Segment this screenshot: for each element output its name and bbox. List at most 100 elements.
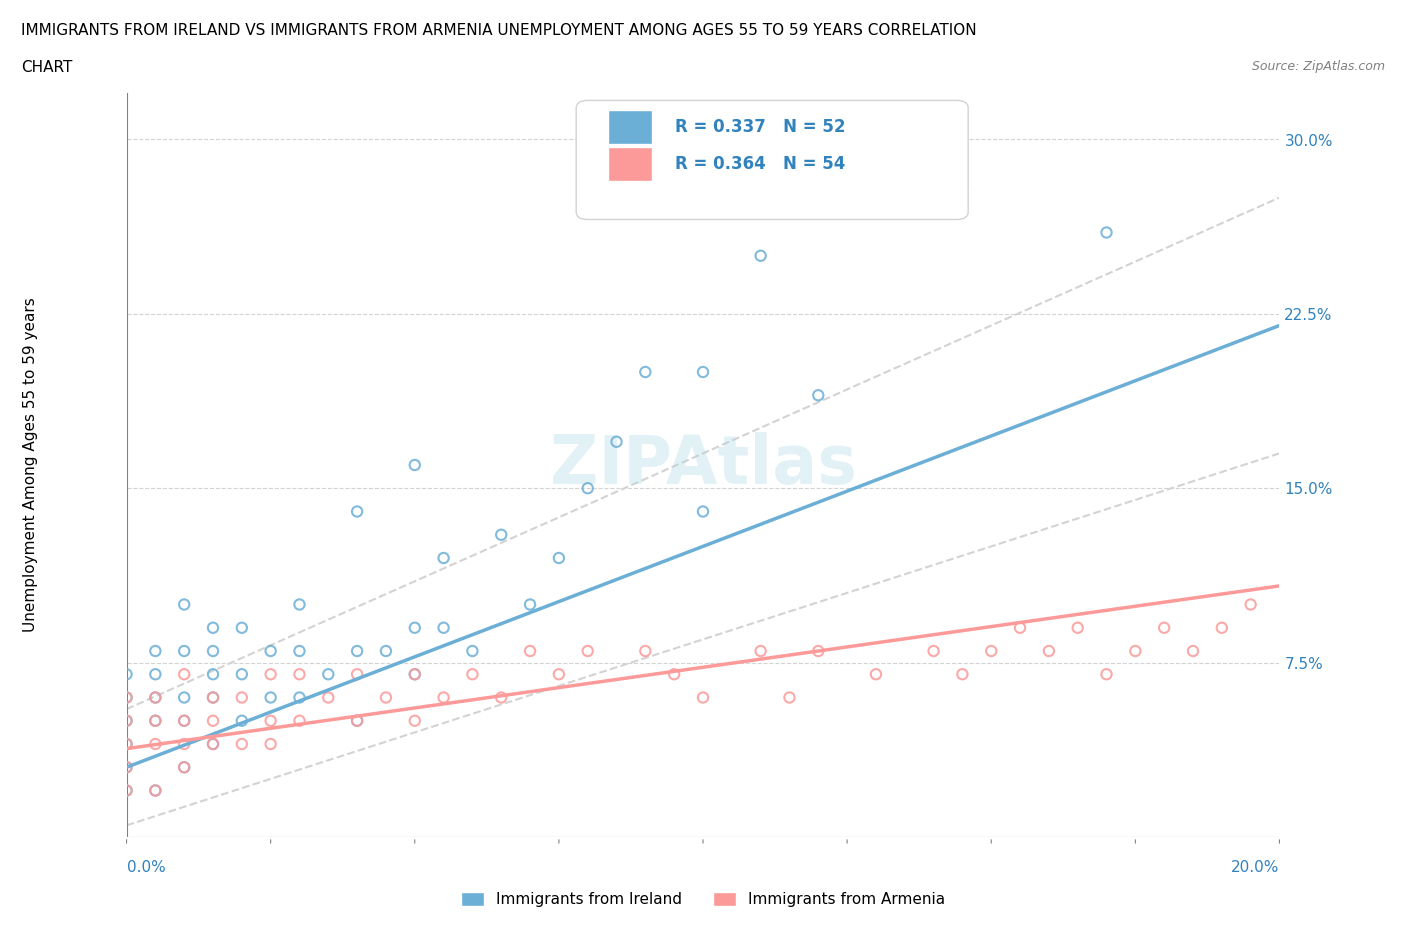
Point (346, 713, 368, 728)
Point (461, 644, 484, 658)
Text: 0.0%: 0.0% (127, 860, 166, 875)
Point (779, 690, 801, 705)
Point (259, 667, 281, 682)
Text: ZIPAtlas: ZIPAtlas (550, 432, 856, 498)
Point (922, 644, 945, 658)
Text: R = 0.337   N = 52: R = 0.337 N = 52 (675, 117, 846, 136)
Point (664, 667, 686, 682)
Point (980, 644, 1002, 658)
Point (634, 365, 657, 379)
Point (1095, 667, 1118, 682)
Point (374, 690, 398, 705)
Point (115, 737, 138, 751)
Point (173, 760, 195, 775)
Point (259, 737, 281, 751)
Point (1181, 644, 1204, 658)
Point (202, 737, 225, 751)
Point (749, 644, 772, 658)
Point (231, 713, 253, 728)
Point (288, 667, 311, 682)
Point (346, 713, 368, 728)
Point (145, 644, 166, 658)
Legend: Immigrants from Ireland, Immigrants from Armenia: Immigrants from Ireland, Immigrants from… (456, 885, 950, 913)
Point (346, 504, 368, 519)
Point (115, 783, 138, 798)
Point (231, 620, 253, 635)
Point (259, 644, 281, 658)
Point (115, 690, 138, 705)
Point (634, 644, 657, 658)
FancyBboxPatch shape (576, 100, 969, 219)
Point (692, 690, 714, 705)
Bar (609, 147, 652, 180)
Point (145, 783, 166, 798)
Text: CHART: CHART (21, 60, 73, 75)
Point (173, 644, 195, 658)
Point (145, 690, 166, 705)
Point (1095, 225, 1118, 240)
Point (173, 690, 195, 705)
Point (173, 713, 195, 728)
Point (173, 597, 195, 612)
Point (1211, 620, 1233, 635)
Text: R = 0.364   N = 54: R = 0.364 N = 54 (675, 154, 845, 173)
Point (404, 667, 426, 682)
Point (288, 690, 311, 705)
Point (115, 760, 138, 775)
Point (461, 667, 484, 682)
Point (404, 620, 426, 635)
Point (519, 644, 541, 658)
Point (519, 597, 541, 612)
Point (865, 667, 887, 682)
Point (202, 737, 225, 751)
Point (346, 667, 368, 682)
Point (489, 690, 512, 705)
Point (145, 713, 166, 728)
Text: Source: ZipAtlas.com: Source: ZipAtlas.com (1251, 60, 1385, 73)
Text: Unemployment Among Ages 55 to 59 years: Unemployment Among Ages 55 to 59 years (24, 298, 38, 632)
Point (115, 667, 138, 682)
Point (692, 365, 714, 379)
Point (1038, 644, 1060, 658)
Point (807, 388, 830, 403)
Point (548, 551, 571, 565)
Point (231, 667, 253, 682)
Point (173, 713, 195, 728)
Point (433, 690, 456, 705)
Point (1008, 620, 1031, 635)
Point (749, 248, 772, 263)
Point (318, 690, 340, 705)
Point (115, 713, 138, 728)
Point (202, 690, 225, 705)
Point (173, 667, 195, 682)
Point (145, 667, 166, 682)
Point (202, 713, 225, 728)
Point (1067, 620, 1090, 635)
Point (202, 620, 225, 635)
Point (374, 644, 398, 658)
Text: IMMIGRANTS FROM IRELAND VS IMMIGRANTS FROM ARMENIA UNEMPLOYMENT AMONG AGES 55 TO: IMMIGRANTS FROM IRELAND VS IMMIGRANTS FR… (21, 23, 977, 38)
Point (202, 690, 225, 705)
Point (231, 690, 253, 705)
Point (605, 434, 627, 449)
Point (692, 504, 714, 519)
Point (548, 667, 571, 682)
Point (1123, 644, 1146, 658)
Point (115, 713, 138, 728)
Point (576, 481, 599, 496)
Point (404, 667, 426, 682)
Text: 20.0%: 20.0% (1232, 860, 1279, 875)
Point (173, 737, 195, 751)
Point (145, 690, 166, 705)
Point (489, 527, 512, 542)
Point (145, 737, 166, 751)
Point (404, 458, 426, 472)
Point (950, 179, 973, 193)
Point (202, 644, 225, 658)
Point (259, 690, 281, 705)
Point (115, 690, 138, 705)
Point (346, 644, 368, 658)
Point (145, 783, 166, 798)
Point (950, 667, 973, 682)
Point (231, 737, 253, 751)
